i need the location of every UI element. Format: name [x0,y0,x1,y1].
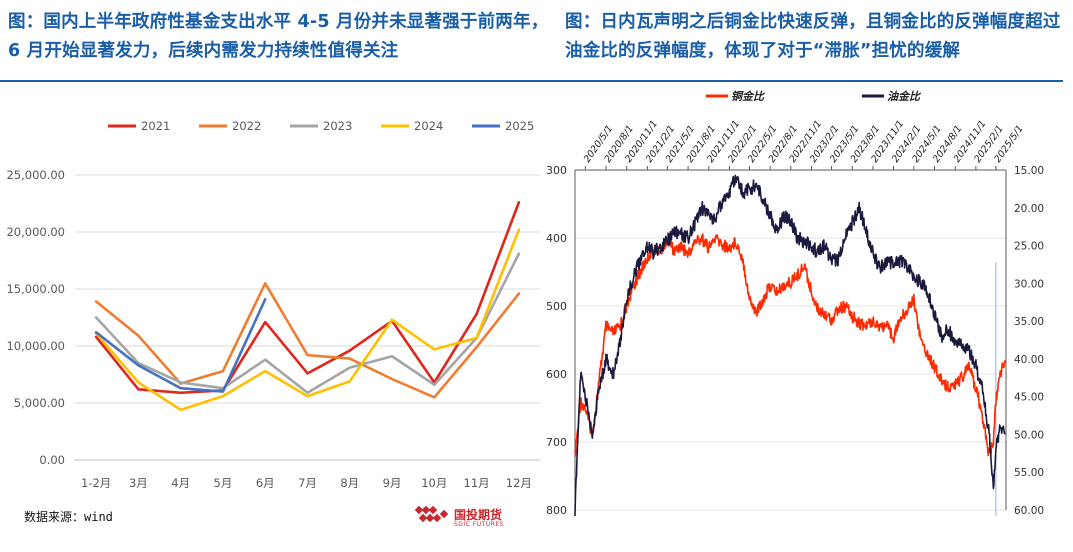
y-tick-label: 10,000.00 [6,339,65,353]
left-y-tick-label: 500 [546,300,567,313]
left-title-rule [0,80,548,82]
series-line-copper-gold [574,232,1006,457]
x-tick-label: 8月 [340,476,359,490]
logo-icon [414,505,449,523]
left-chart-title: 图：国内上半年政府性基金支出水平 4-5 月份并未显著强于前两年，6 月开始显著… [8,12,549,61]
right-y-tick-label: 20.00 [1014,203,1044,215]
legend-label-2024: 2024 [414,119,443,133]
x-tick-label: 3月 [129,476,148,490]
logo-subtext: SDIC FUTURES [454,521,504,528]
left-y-tick-label: 600 [546,368,567,381]
logo-text: 国投期货 [454,508,503,522]
copper-oil-gold-ratio-chart: 300 400 500 600 700 800 15.00 20.00 25.00 30.00 35… [546,90,1044,517]
x-tick-label: 11月 [464,476,490,490]
y-tick-label: 20,000.00 [6,225,65,239]
x-tick-label: 12月 [506,476,532,490]
y-tick-label: 5,000.00 [14,396,65,410]
left-y-tick-label: 700 [546,436,567,449]
right-y-tick-label: 30.00 [1014,278,1044,290]
fund-expenditure-chart: 0.00 5,000.00 10,000.00 15,000.00 20,000.00 2… [6,119,540,490]
series-line-oil-gold [574,174,1006,517]
x-tick-label: 9月 [383,476,402,490]
right-title-rule [548,80,1063,82]
series-line-2021 [94,201,521,395]
x-tick-label: 10月 [421,476,447,490]
left-y-tick-label: 300 [546,164,567,177]
right-y-tick-label: 50.00 [1014,429,1044,441]
series-line-2022 [94,281,521,399]
y-tick-label: 15,000.00 [6,282,65,296]
right-y-tick-label: 55.00 [1014,467,1044,479]
legend-label-0: 铜金比 [731,90,766,103]
right-y-tick-label: 15.00 [1014,165,1044,177]
legend-label-1: 油金比 [887,90,922,103]
legend-label-2022: 2022 [232,119,261,133]
legend-label-2025: 2025 [505,119,534,133]
y-tick-label: 0.00 [39,453,65,467]
series-line-2025 [94,297,267,393]
y-tick-label: 25,000.00 [6,168,65,182]
x-tick-label: 5月 [214,476,233,490]
x-tick-label: 6月 [256,476,275,490]
right-y-tick-label: 40.00 [1014,354,1044,366]
legend-label-2023: 2023 [323,119,352,133]
series-line-2023 [94,252,521,395]
left-y-tick-label: 400 [546,232,567,245]
legend-label-2021: 2021 [141,119,170,133]
x-tick-label: 4月 [171,476,190,490]
series-line-2024 [94,228,521,412]
right-y-tick-label: 60.00 [1014,505,1044,517]
right-y-tick-label: 25.00 [1014,241,1044,253]
right-y-tick-label: 35.00 [1014,316,1044,328]
left-y-tick-label: 800 [546,504,567,517]
x-tick-label: 1-2月 [81,476,111,490]
right-chart-title: 图：日内瓦声明之后铜金比快速反弹，且铜金比的反弹幅度超过油金比的反弹幅度，体现了… [565,12,1061,61]
data-source-note: 数据来源：wind [24,510,113,524]
right-y-tick-label: 45.00 [1014,392,1044,404]
x-tick-label: 7月 [298,476,317,490]
